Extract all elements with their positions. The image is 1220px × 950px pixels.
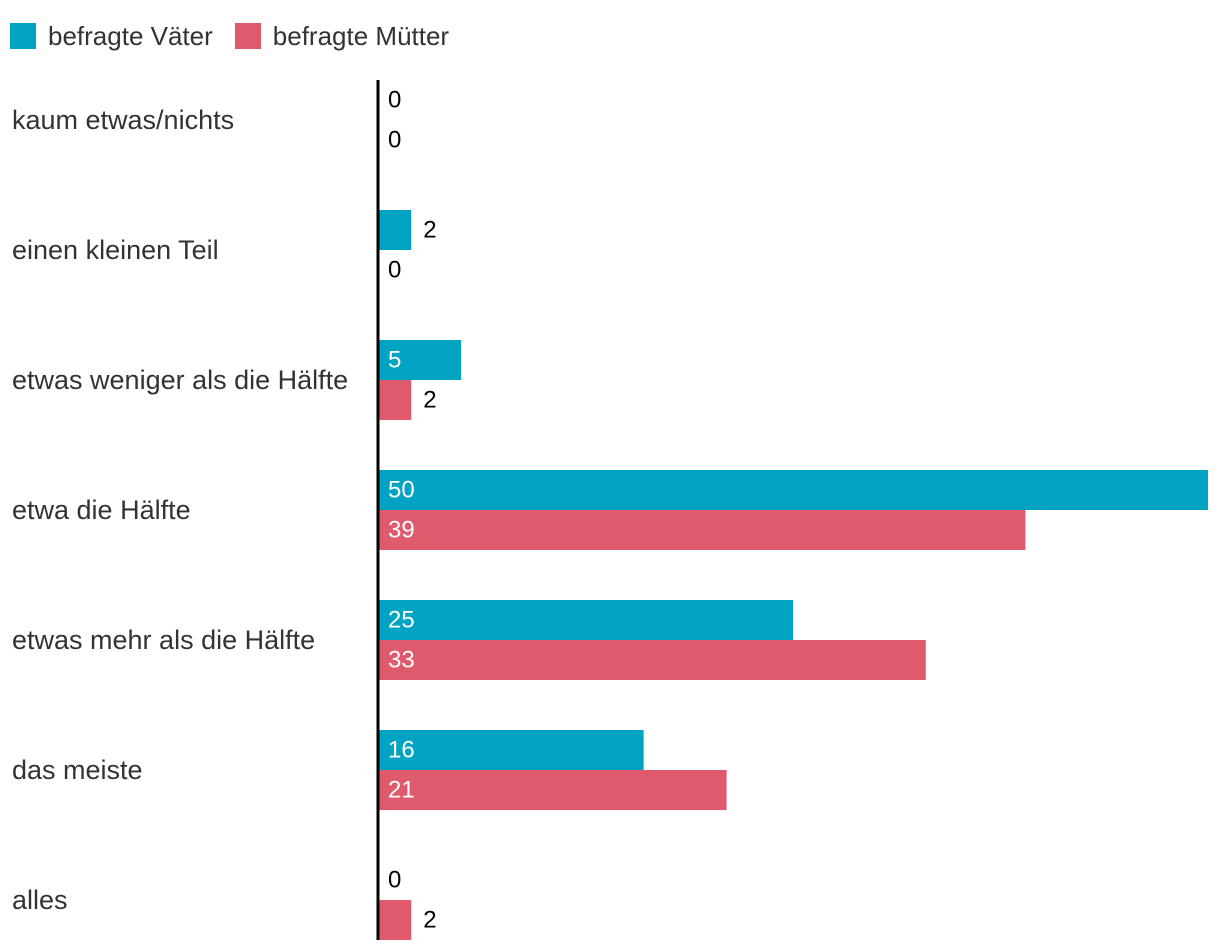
bar-muetter-etwas-weniger-als-die-haelfte <box>378 380 412 420</box>
value-label-muetter-etwas-weniger-als-die-haelfte: 2 <box>423 387 436 414</box>
value-label-muetter-einen-kleinen-teil: 0 <box>388 257 401 284</box>
category-label-das-meiste: das meiste <box>12 755 143 785</box>
value-label-vaeter-kaum-etwas-nichts: 0 <box>388 87 401 114</box>
value-label-vaeter-einen-kleinen-teil: 2 <box>423 217 436 244</box>
legend-swatch-muetter <box>234 23 261 49</box>
category-label-etwas-weniger-als-die-haelfte: etwas weniger als die Hälfte <box>12 365 348 395</box>
bar-vaeter-das-meiste <box>378 730 644 770</box>
legend-label-muetter: befragte Mütter <box>272 20 450 51</box>
value-label-vaeter-etwas-mehr-als-die-haelfte: 25 <box>388 607 415 634</box>
category-label-kaum-etwas-nichts: kaum etwas/nichts <box>12 105 234 135</box>
value-label-vaeter-etwas-weniger-als-die-haelfte: 5 <box>388 347 401 374</box>
bar-muetter-etwas-mehr-als-die-haelfte <box>378 640 926 680</box>
value-label-vaeter-alles: 0 <box>388 867 401 894</box>
legend-item-muetter: befragte Mütter <box>234 20 450 52</box>
bar-muetter-etwa-die-haelfte <box>378 510 1026 550</box>
value-label-muetter-etwa-die-haelfte: 39 <box>388 517 415 544</box>
bar-vaeter-etwa-die-haelfte <box>378 470 1208 510</box>
bar-muetter-alles <box>378 900 412 940</box>
bar-muetter-das-meiste <box>378 770 727 810</box>
bar-vaeter-etwas-mehr-als-die-haelfte <box>378 600 793 640</box>
category-label-etwas-mehr-als-die-haelfte: etwas mehr als die Hälfte <box>12 625 315 655</box>
legend-swatch-vaeter <box>10 23 36 49</box>
category-label-einen-kleinen-teil: einen kleinen Teil <box>12 235 219 265</box>
value-label-vaeter-etwa-die-haelfte: 50 <box>388 477 415 504</box>
value-label-muetter-kaum-etwas-nichts: 0 <box>388 127 401 154</box>
value-label-muetter-etwas-mehr-als-die-haelfte: 33 <box>388 647 415 674</box>
category-label-etwa-die-haelfte: etwa die Hälfte <box>12 495 191 525</box>
bar-vaeter-einen-kleinen-teil <box>378 210 412 250</box>
value-label-muetter-das-meiste: 21 <box>388 777 415 804</box>
bar-vaeter-etwas-weniger-als-die-haelfte <box>378 340 461 380</box>
value-label-vaeter-das-meiste: 16 <box>388 737 415 764</box>
legend-label-vaeter: befragte Väter <box>48 20 213 51</box>
category-label-alles: alles <box>12 885 68 915</box>
chart-legend: befragte Väter befragte Mütter <box>10 18 471 54</box>
legend-item-vaeter: befragte Väter <box>10 21 213 52</box>
value-label-muetter-alles: 2 <box>423 907 436 934</box>
